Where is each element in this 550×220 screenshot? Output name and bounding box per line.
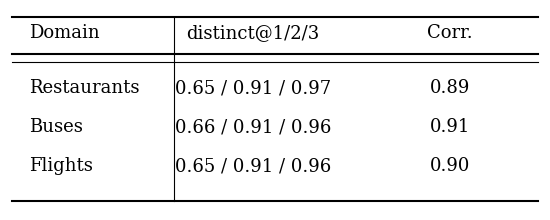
Text: distinct@1/2/3: distinct@1/2/3 xyxy=(186,24,320,42)
Text: 0.66 / 0.91 / 0.96: 0.66 / 0.91 / 0.96 xyxy=(175,118,331,136)
Text: 0.89: 0.89 xyxy=(430,79,470,97)
Text: 0.65 / 0.91 / 0.97: 0.65 / 0.91 / 0.97 xyxy=(175,79,331,97)
Text: 0.90: 0.90 xyxy=(430,158,470,176)
Text: Flights: Flights xyxy=(29,158,92,176)
Text: Domain: Domain xyxy=(29,24,100,42)
Text: 0.65 / 0.91 / 0.96: 0.65 / 0.91 / 0.96 xyxy=(175,158,331,176)
Text: 0.91: 0.91 xyxy=(430,118,470,136)
Text: Corr.: Corr. xyxy=(427,24,473,42)
Text: Buses: Buses xyxy=(29,118,82,136)
Text: Restaurants: Restaurants xyxy=(29,79,139,97)
